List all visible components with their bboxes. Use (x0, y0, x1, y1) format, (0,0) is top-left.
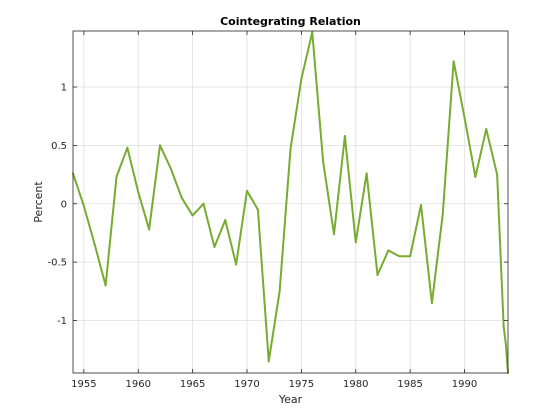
data-point (322, 160, 325, 163)
plot-area (73, 31, 508, 373)
data-point (256, 208, 259, 211)
x-tick-label: 1965 (180, 379, 205, 390)
y-tick-label: -1 (57, 316, 67, 327)
y-tick-label: 0 (61, 199, 67, 210)
y-tick-label: -0.5 (47, 258, 67, 269)
data-point (202, 202, 205, 205)
x-tick-label: 1990 (452, 379, 477, 390)
data-point (115, 175, 118, 178)
data-point (267, 360, 270, 363)
data-point (502, 325, 505, 328)
data-point (104, 284, 107, 287)
data-point (376, 273, 379, 276)
data-point (463, 116, 466, 119)
tick-marks (73, 31, 508, 373)
data-point (474, 175, 477, 178)
data-point (452, 60, 455, 63)
data-point (159, 144, 161, 147)
data-point (137, 191, 140, 194)
data-point (398, 255, 401, 258)
data-point (504, 342, 507, 345)
x-tick-label: 1975 (289, 379, 314, 390)
x-tick-label: 1960 (126, 379, 151, 390)
data-point (224, 219, 227, 222)
data-point (82, 205, 85, 208)
data-point (441, 213, 444, 216)
x-tick-label: 1955 (71, 379, 96, 390)
x-tick-labels: 1955 1960 1965 1970 1975 1980 1985 1990 (71, 379, 477, 390)
data-point (420, 203, 422, 206)
data-point (278, 290, 281, 293)
y-axis-label: Percent (32, 181, 45, 223)
data-point (126, 146, 129, 149)
data-point (409, 255, 412, 258)
data-point (246, 189, 248, 192)
data-point (300, 77, 303, 80)
data-point (354, 241, 357, 244)
x-tick-label: 1980 (343, 379, 368, 390)
data-point (430, 301, 433, 304)
data-point (387, 249, 390, 252)
data-point (191, 214, 194, 217)
y-tick-label: 0.5 (51, 141, 67, 152)
chart-title: Cointegrating Relation (220, 15, 361, 28)
data-point (343, 135, 346, 138)
data-point (485, 128, 488, 131)
data-point (311, 31, 314, 34)
data-point (213, 245, 216, 248)
plot-frame (72, 30, 509, 374)
data-point (496, 173, 499, 176)
data-point (93, 243, 96, 246)
x-axis-label: Year (278, 393, 303, 406)
data-point (169, 167, 172, 170)
data-point (180, 196, 183, 199)
x-tick-label: 1985 (397, 379, 422, 390)
x-tick-label: 1970 (234, 379, 259, 390)
data-point (289, 147, 292, 150)
y-tick-labels: -1 -0.5 0 0.5 1 (47, 83, 67, 327)
y-tick-label: 1 (61, 83, 67, 94)
data-point (365, 172, 368, 175)
data-point (235, 263, 238, 266)
series-group (72, 31, 509, 374)
data-point (333, 233, 335, 236)
data-point (148, 228, 151, 231)
